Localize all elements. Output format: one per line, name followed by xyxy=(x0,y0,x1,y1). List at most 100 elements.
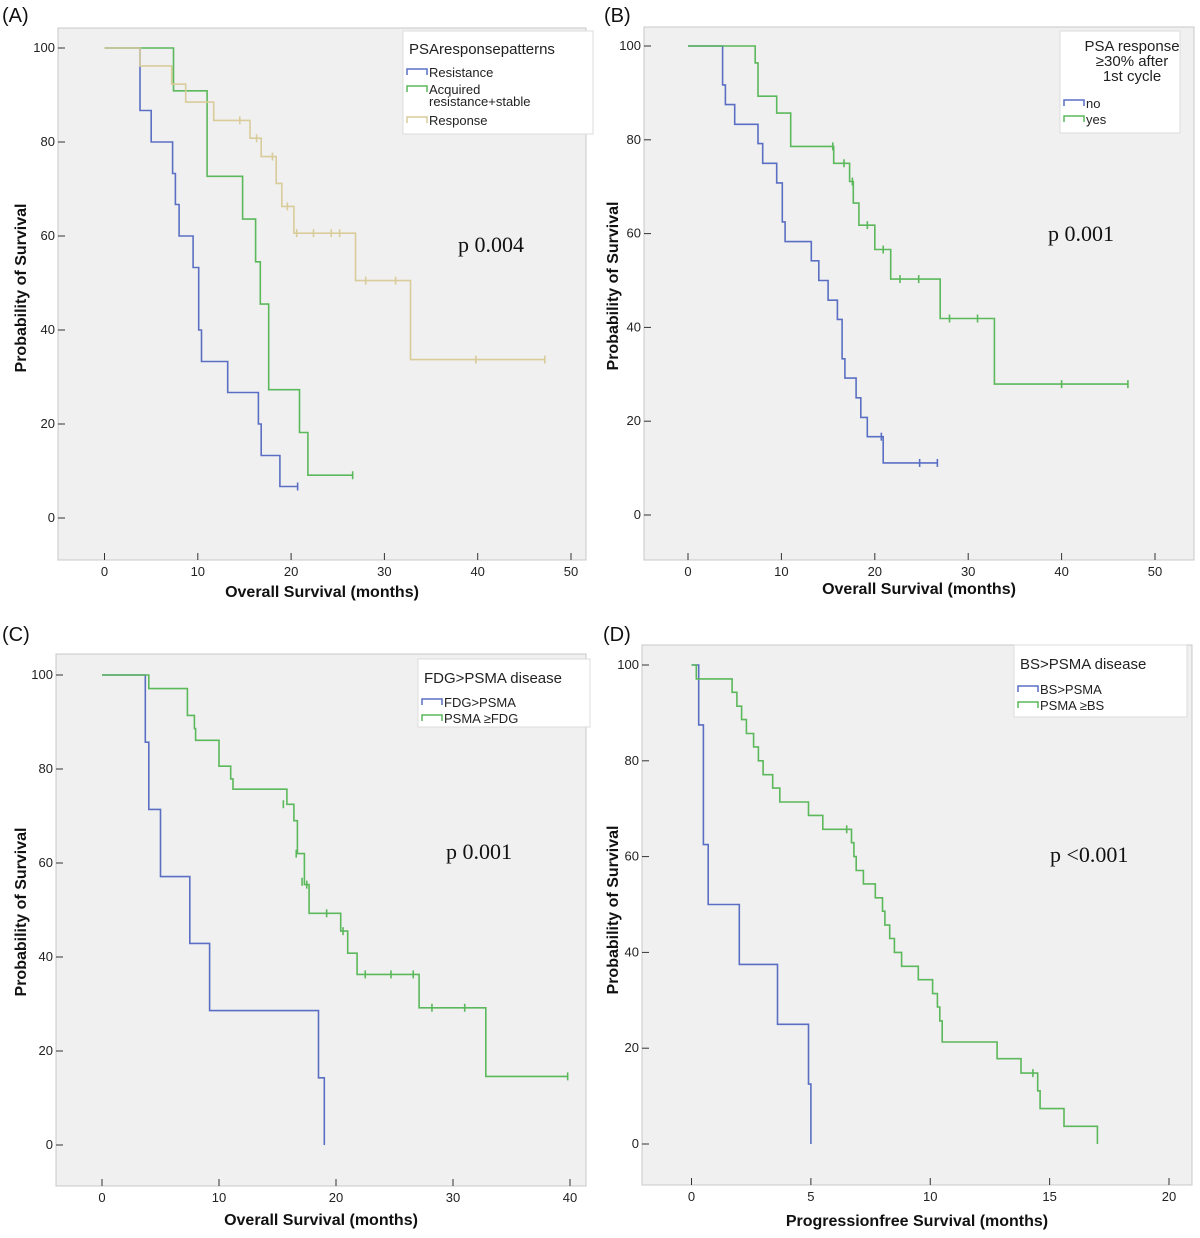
survival-curve xyxy=(104,47,298,488)
legend-entry: FDG>PSMA xyxy=(444,695,516,710)
survival-curve xyxy=(688,45,1128,385)
legend-swatch xyxy=(1017,701,1039,708)
survival-curve xyxy=(102,674,326,1145)
y-tick-label: 100 xyxy=(619,38,641,53)
x-axis-title: Overall Survival (months) xyxy=(822,581,1016,598)
y-axis-title: Probability of Survival xyxy=(605,202,622,371)
y-tick-label: 100 xyxy=(31,667,53,682)
survival-curve xyxy=(104,47,353,476)
x-tick-label: 0 xyxy=(688,1189,695,1204)
legend-entry: yes xyxy=(1086,112,1107,127)
panel-label: (C) xyxy=(2,624,30,646)
y-tick-label: 40 xyxy=(627,319,641,334)
legend-entry: resistance+stable xyxy=(429,94,531,109)
legend-swatch xyxy=(421,714,443,721)
y-tick-label: 0 xyxy=(48,510,55,525)
p-value-annotation: p 0.001 xyxy=(446,839,512,864)
y-tick-label: 0 xyxy=(46,1137,53,1152)
y-tick-label: 40 xyxy=(625,944,639,959)
series-2 xyxy=(104,47,354,480)
panel-d: 0 20 40 60 80 100 0 5 10 15 20 Progressionfree Surv… xyxy=(603,624,1193,1230)
legend-swatch xyxy=(421,698,443,705)
series-2 xyxy=(102,674,569,1081)
survival-curve xyxy=(688,45,938,464)
p-value-annotation: p 0.004 xyxy=(458,232,524,257)
series-1 xyxy=(102,674,326,1145)
legend-box xyxy=(417,658,591,728)
x-axis-title: Overall Survival (months) xyxy=(225,584,419,601)
panel-label: (D) xyxy=(603,624,631,646)
series-2 xyxy=(691,664,1099,1144)
y-axis-title: Probability of Survival xyxy=(605,826,622,995)
y-axis-title: Probability of Survival xyxy=(13,828,30,997)
series-1 xyxy=(688,45,939,467)
panel-a: 0 20 40 60 80 100 0 10 20 30 40 50 Overall Survival … xyxy=(2,5,594,601)
y-tick-label: 20 xyxy=(625,1040,639,1055)
legend-box xyxy=(1013,644,1188,718)
series-2 xyxy=(688,45,1129,389)
panel-c: 0 20 40 60 80 100 0 10 20 30 40 Overall Survival (m… xyxy=(2,624,591,1229)
y-tick-label: 40 xyxy=(39,949,53,964)
legend: PSAresponsepatterns Resistance Acquiredres… xyxy=(402,30,594,135)
legend-title: 1st cycle xyxy=(1103,68,1161,85)
legend-entry: Acquired xyxy=(429,82,480,97)
y-tick-label: 0 xyxy=(632,1136,639,1151)
legend-swatch xyxy=(1063,99,1085,106)
panel-label: (A) xyxy=(2,5,29,27)
legend-title: PSA response xyxy=(1084,38,1179,55)
series-1 xyxy=(104,47,299,491)
x-tick-label: 0 xyxy=(101,564,108,579)
legend-swatch xyxy=(1017,685,1039,692)
legend-title: PSAresponsepatterns xyxy=(409,41,555,58)
x-tick-label: 40 xyxy=(1054,564,1068,579)
y-tick-label: 80 xyxy=(41,134,55,149)
y-tick-label: 80 xyxy=(627,132,641,147)
legend-swatch xyxy=(406,85,428,92)
legend-swatch xyxy=(406,68,428,75)
x-tick-label: 0 xyxy=(684,564,691,579)
x-tick-label: 10 xyxy=(212,1190,226,1205)
legend-entry: PSMA ≥FDG xyxy=(444,711,518,726)
x-axis-title: Overall Survival (months) xyxy=(224,1212,418,1229)
y-tick-label: 60 xyxy=(41,228,55,243)
x-tick-label: 50 xyxy=(1148,564,1162,579)
x-tick-label: 30 xyxy=(446,1190,460,1205)
series-3 xyxy=(104,47,546,364)
x-axis-title: Progressionfree Survival (months) xyxy=(786,1213,1048,1230)
y-tick-label: 80 xyxy=(39,761,53,776)
y-tick-label: 60 xyxy=(39,855,53,870)
panel-label: (B) xyxy=(604,5,631,27)
x-tick-label: 40 xyxy=(563,1190,577,1205)
survival-curve xyxy=(104,47,545,361)
legend-swatch xyxy=(1063,115,1085,122)
plot-area xyxy=(641,644,1193,1186)
y-axis-title: Probability of Survival xyxy=(13,204,30,373)
y-tick-label: 20 xyxy=(627,413,641,428)
y-tick-label: 60 xyxy=(625,849,639,864)
series-1 xyxy=(691,664,812,1144)
x-tick-label: 50 xyxy=(564,564,578,579)
legend-entry: Resistance xyxy=(429,65,493,80)
legend-title: BS>PSMA disease xyxy=(1020,656,1146,673)
legend-swatch xyxy=(406,116,428,123)
y-tick-label: 0 xyxy=(634,507,641,522)
x-tick-label: 5 xyxy=(807,1189,814,1204)
y-tick-label: 40 xyxy=(41,322,55,337)
x-tick-label: 10 xyxy=(191,564,205,579)
p-value-annotation: p 0.001 xyxy=(1048,221,1114,246)
y-tick-label: 100 xyxy=(617,657,639,672)
x-tick-label: 30 xyxy=(961,564,975,579)
legend-title: FDG>PSMA disease xyxy=(424,670,562,687)
x-tick-label: 40 xyxy=(470,564,484,579)
plot-area xyxy=(55,653,587,1187)
survival-curve xyxy=(691,664,1099,1144)
legend-title: ≥30% after xyxy=(1096,53,1168,70)
survival-curve xyxy=(102,674,568,1078)
x-tick-label: 0 xyxy=(98,1190,105,1205)
x-tick-label: 20 xyxy=(329,1190,343,1205)
y-tick-label: 100 xyxy=(33,40,55,55)
